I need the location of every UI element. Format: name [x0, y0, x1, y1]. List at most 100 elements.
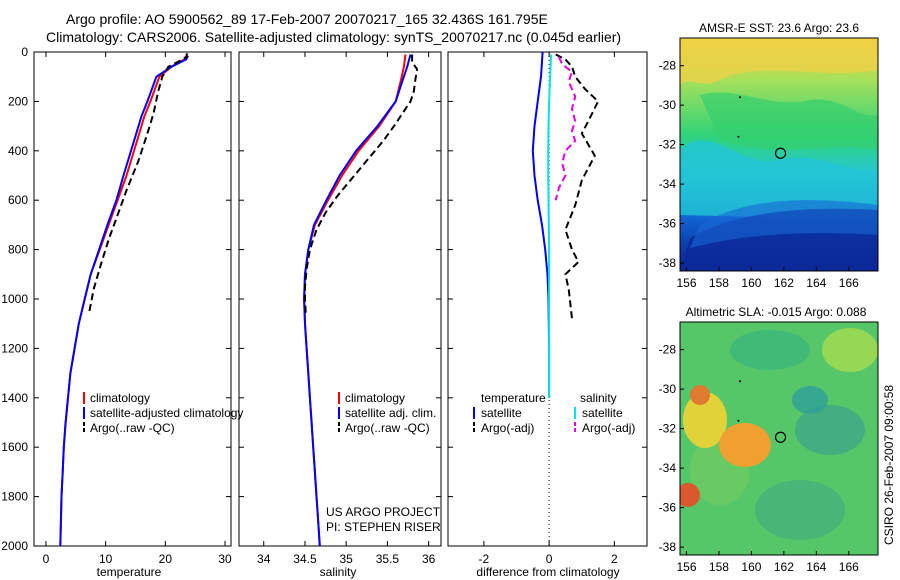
salinity-xlabel: salinity	[320, 565, 357, 579]
map-y-tick-label: -36	[659, 501, 677, 515]
x-tick-label: 2	[611, 552, 618, 566]
sst-map-title: AMSR-E SST: 23.6 Argo: 23.6	[699, 21, 859, 35]
sst-map	[680, 38, 878, 271]
map-x-tick-label: 164	[806, 276, 826, 290]
sst-map-frame	[679, 37, 879, 272]
sst-map-axes: 156 158 160 162 164 166 -28 -30 -32 -34 -36 -38	[659, 59, 859, 290]
track-dot	[739, 96, 742, 99]
map-y-tick-label: -30	[659, 98, 677, 112]
series-line-satellite-adjusted-climatology	[59, 55, 189, 547]
difference-plot: -2 0 2	[448, 51, 647, 566]
x-tick-label: 0	[43, 552, 50, 566]
series-line-climatology	[303, 54, 407, 547]
sla-map-axes: 156 158 160 162 164 166 -28 -30 -32 -34 -36 -38	[659, 343, 859, 574]
series-line-salinity-satellite	[547, 54, 553, 398]
y-tick-label: 1600	[1, 440, 28, 454]
map-y-tick-label: -28	[659, 59, 677, 73]
x-tick-label: 30	[218, 552, 232, 566]
map-y-tick-label: -34	[659, 461, 677, 475]
sla-map-frame	[679, 321, 879, 556]
map-x-tick-label: 162	[774, 276, 794, 290]
temperature-plot: 0 10 20 30 0 200 400 600 800 1000 1200 1400 1600 1800…	[1, 45, 232, 566]
sla-blob	[822, 328, 878, 372]
series-line-climatology	[59, 55, 188, 547]
sst-warm-patch	[680, 38, 878, 85]
legend-label-satellite: satellite adj. clim.	[345, 406, 436, 420]
map-y-tick-label: -28	[659, 343, 677, 357]
sla-blob	[795, 405, 865, 455]
series-line-satellite-adj-clim	[303, 54, 412, 547]
map-x-tick-label: 164	[806, 560, 826, 574]
y-tick-label: 0	[21, 45, 28, 59]
sla-orange-patch	[719, 423, 771, 467]
x-tick-label: 10	[99, 552, 113, 566]
map-y-tick-label: -38	[659, 256, 677, 270]
salinity-legend: climatology satellite adj. clim. Argo(..…	[338, 391, 436, 435]
legend-label-argo: Argo(..raw -QC)	[345, 421, 430, 435]
y-tick-label: 600	[8, 193, 28, 207]
sla-blob	[730, 330, 810, 370]
side-credit: CSIRO 26-Feb-2007 09:00:58	[882, 385, 896, 545]
sla-yellow-patch	[683, 392, 727, 448]
x-tick-label: 35.5	[376, 552, 400, 566]
sla-blob	[792, 386, 828, 414]
legend-label-sal-satellite: satellite	[582, 406, 623, 420]
project-credit: US ARGO PROJECT	[326, 505, 441, 519]
map-x-tick-label: 156	[676, 276, 696, 290]
y-tick-label: 800	[8, 243, 28, 257]
map-y-tick-label: -32	[659, 138, 677, 152]
y-tick-label: 1200	[1, 341, 28, 355]
x-tick-label: 0	[546, 552, 553, 566]
temperature-legend: climatology satellite-adjusted climatolo…	[83, 391, 243, 435]
track-dot	[737, 419, 740, 422]
map-x-tick-label: 166	[839, 276, 859, 290]
series-line-temperature-argo-adj	[555, 53, 600, 319]
track-dot	[737, 135, 740, 138]
map-x-tick-label: 166	[839, 560, 859, 574]
map-x-tick-label: 158	[709, 560, 729, 574]
x-tick-label: 34	[257, 552, 271, 566]
sst-cool-tongue	[680, 140, 878, 220]
legend-label-climatology: climatology	[345, 391, 405, 405]
y-tick-label: 1400	[1, 391, 28, 405]
y-tick-label: 1800	[1, 490, 28, 504]
y-tick-label: 2000	[1, 539, 28, 553]
x-tick-label: 36	[422, 552, 436, 566]
sst-mid-blue	[690, 200, 878, 248]
y-tick-label: 400	[8, 144, 28, 158]
pi-credit: PI: STEPHEN RISER	[326, 520, 441, 534]
series-line-salinity-argo-adj	[554, 56, 577, 201]
map-x-tick-label: 160	[741, 276, 761, 290]
float-position-marker	[774, 147, 787, 159]
sla-red-patch	[680, 483, 700, 507]
legend-label-climatology: climatology	[90, 391, 150, 405]
legend-label-temp-satellite: satellite	[481, 406, 522, 420]
map-x-tick-label: 162	[774, 560, 794, 574]
sla-blob	[755, 480, 845, 540]
map-y-tick-label: -34	[659, 177, 677, 191]
map-x-tick-label: 160	[741, 560, 761, 574]
sst-green-patch	[700, 92, 878, 150]
map-y-tick-label: -36	[659, 217, 677, 231]
x-tick-label: 20	[159, 552, 173, 566]
x-tick-label: 35	[340, 552, 354, 566]
map-x-tick-label: 158	[709, 276, 729, 290]
map-x-tick-label: 156	[676, 560, 696, 574]
x-tick-label: -2	[479, 552, 490, 566]
legend-label-sal-argo: Argo(-adj)	[582, 421, 635, 435]
legend-label-argo: Argo(..raw -QC)	[90, 421, 175, 435]
difference-legend: temperature salinity satellite satellite…	[473, 391, 635, 435]
temperature-xlabel: temperature	[97, 565, 162, 579]
series-line-temperature-satellite	[531, 51, 551, 398]
y-tick-label: 200	[8, 94, 28, 108]
series-line-argo-raw-qc	[87, 53, 188, 314]
x-tick-label: 34.5	[293, 552, 317, 566]
y-tick-label: 1000	[1, 292, 28, 306]
sla-map-title: Altimetric SLA: -0.015 Argo: 0.088	[686, 305, 867, 319]
figure-title-line2: Climatology: CARS2006. Satellite-adjuste…	[46, 29, 621, 45]
map-y-tick-label: -30	[659, 382, 677, 396]
map-y-tick-label: -38	[659, 540, 677, 554]
track-dot	[739, 380, 742, 383]
sla-red-patch	[690, 385, 710, 405]
